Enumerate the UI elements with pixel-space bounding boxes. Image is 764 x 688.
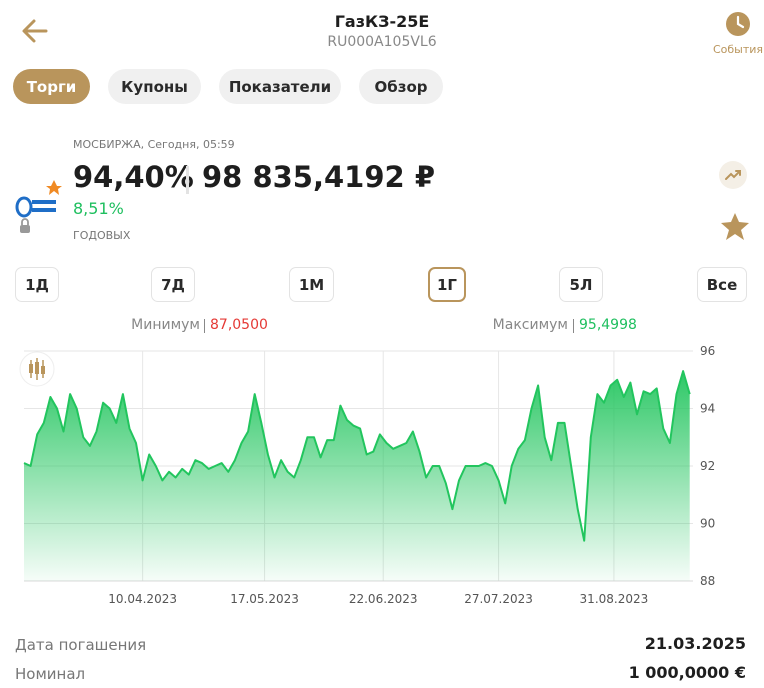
lock-icon	[20, 225, 30, 233]
back-arrow	[22, 19, 48, 43]
area-fill	[24, 371, 690, 581]
events-label[interactable]: События	[712, 43, 764, 56]
y-tick-label: 96	[700, 344, 715, 358]
tab[interactable]: Купоны	[108, 69, 201, 104]
min-label: Минимум	[131, 317, 200, 333]
period-button[interactable]: 5Л	[559, 267, 603, 302]
detail-label: Дата погашения	[15, 636, 147, 654]
logo-bar	[32, 208, 56, 212]
logo-flame	[15, 196, 33, 218]
tab[interactable]: Торги	[13, 69, 90, 104]
lock-shackle	[21, 218, 29, 225]
x-tick-label: 22.06.2023	[349, 592, 418, 606]
y-tick-label: 94	[700, 402, 715, 416]
chart: 88 90 92 94 96 10.04.2023 17.05.2023 22.06.2023…	[19, 344, 715, 606]
candle-body	[29, 364, 33, 373]
star-icon	[721, 213, 749, 240]
period-button[interactable]: 1Г	[428, 267, 466, 302]
clock-hands	[736, 15, 745, 29]
y-tick-label: 88	[700, 574, 715, 588]
min-value: 87,0500	[210, 317, 268, 333]
period-button[interactable]: 7Д	[151, 267, 195, 302]
candle-body	[41, 366, 45, 374]
candle-toggle[interactable]	[19, 351, 55, 387]
period-button[interactable]: 1Д	[15, 267, 59, 302]
yield-label: ГОДОВЫХ	[73, 229, 131, 242]
trend-icon	[725, 170, 741, 180]
x-tick-label: 27.07.2023	[464, 592, 533, 606]
trend-button[interactable]	[718, 160, 748, 190]
separator	[204, 319, 205, 333]
period-button[interactable]: Все	[697, 267, 747, 302]
tab[interactable]: Показатели	[219, 69, 341, 104]
candle-body	[35, 362, 39, 374]
title: ГазКЗ-25E	[334, 12, 430, 31]
x-tick-label: 10.04.2023	[108, 592, 177, 606]
price: 98 835,4192 ₽	[202, 160, 435, 194]
detail-value: 21.03.2025	[644, 634, 746, 653]
events-icon[interactable]	[725, 11, 751, 37]
separator	[573, 319, 574, 333]
tab[interactable]: Обзор	[359, 69, 443, 104]
y-tick-label: 92	[700, 459, 715, 473]
x-tick-label: 17.05.2023	[230, 592, 299, 606]
detail-value: 1 000,0000 €	[628, 663, 746, 682]
favorite-button[interactable]	[720, 212, 750, 242]
x-tick-label: 31.08.2023	[580, 592, 649, 606]
max-value: 95,4998	[579, 317, 637, 333]
yield: 8,51%	[73, 199, 124, 218]
detail-label: Номинал	[15, 665, 86, 683]
y-tick-label: 90	[700, 517, 715, 531]
price-line	[23, 370, 691, 542]
issuer-logo	[15, 180, 62, 233]
separator	[186, 166, 189, 194]
period-button[interactable]: 1М	[289, 267, 334, 302]
back-button[interactable]	[20, 16, 50, 46]
quote-source: МОСБИРЖА, Сегодня, 05:59	[73, 138, 235, 151]
logo-bar	[32, 200, 56, 204]
price-percent: 94,40%	[73, 160, 194, 194]
max-label: Максимум	[492, 317, 568, 333]
favorite-badge	[46, 180, 62, 195]
subtitle: RU000A105VL6	[327, 34, 437, 50]
